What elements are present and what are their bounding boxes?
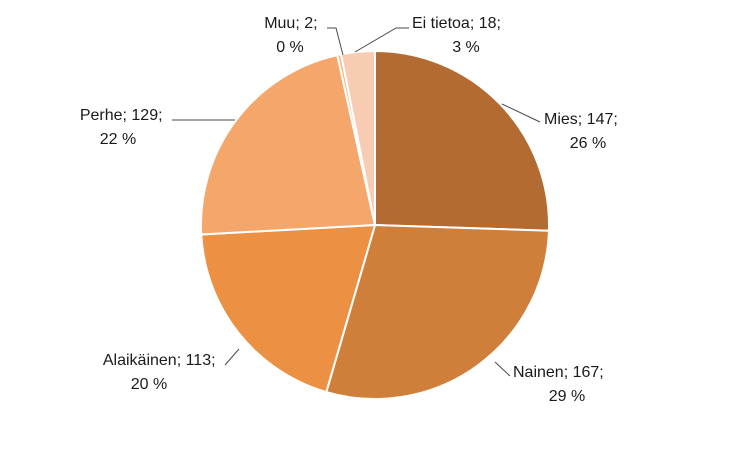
data-label-alaikainen-line2: 20 % <box>131 376 167 393</box>
pie-slice-alaikainen <box>200 224 376 394</box>
data-labels: Mies; 147; 26 % Nainen; 167; 29 % Alaikä… <box>80 15 622 405</box>
leader-line-alaikainen <box>224 348 240 366</box>
data-label-alaikainen: Alaikäinen; 113; 20 % <box>103 352 220 393</box>
data-label-ei-tietoa-line1: Ei tietoa; 18; <box>412 15 501 32</box>
data-label-ei-tietoa-line2: 3 % <box>452 39 480 56</box>
leader-line-ei-tietoa <box>354 27 409 53</box>
slices-layer <box>200 49 550 400</box>
data-label-perhe-line1: Perhe; 129; <box>80 107 163 124</box>
data-label-nainen-line1: Nainen; 167; <box>513 364 604 381</box>
leader-line-mies <box>501 103 541 123</box>
pie-slice-perhe <box>200 54 376 236</box>
data-label-muu-line2: 0 % <box>276 39 304 56</box>
leader-lines <box>172 27 541 377</box>
data-label-alaikainen-line1: Alaikäinen; 113; <box>103 352 216 369</box>
data-label-muu-line1: Muu; 2; <box>264 15 317 32</box>
pie-slice-nainen <box>325 224 550 400</box>
leader-line-muu <box>327 27 344 56</box>
data-label-perhe-line2: 22 % <box>100 131 136 148</box>
data-label-muu: Muu; 2; 0 % <box>264 15 322 56</box>
data-label-nainen: Nainen; 167; 29 % <box>513 364 608 405</box>
leader-line-nainen <box>494 361 511 377</box>
pie-slice-mies <box>374 50 550 232</box>
data-label-nainen-line2: 29 % <box>549 388 585 405</box>
data-label-mies-line2: 26 % <box>570 135 606 152</box>
data-label-mies: Mies; 147; 26 % <box>544 111 622 152</box>
pie-slice-ei-tietoa <box>340 49 376 226</box>
data-label-ei-tietoa: Ei tietoa; 18; 3 % <box>412 15 505 56</box>
data-label-mies-line1: Mies; 147; <box>544 111 618 128</box>
data-label-perhe: Perhe; 129; 22 % <box>80 107 167 148</box>
